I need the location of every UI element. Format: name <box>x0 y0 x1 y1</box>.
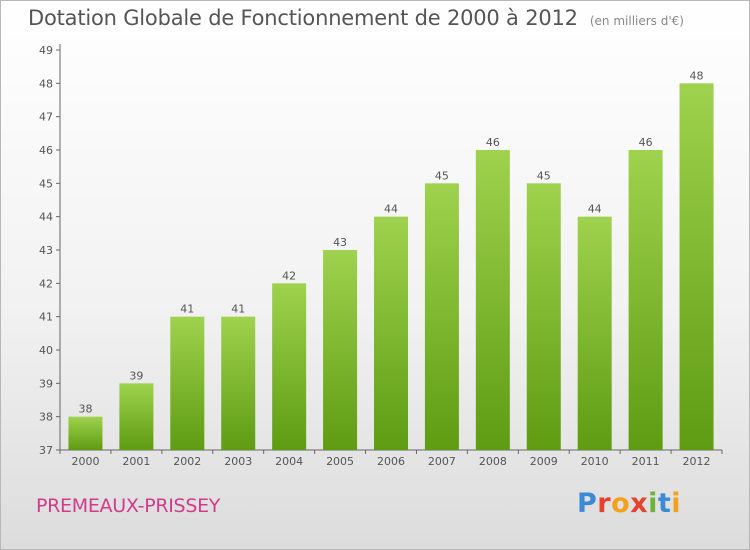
data-label: 44 <box>588 203 602 216</box>
data-label: 41 <box>231 303 245 316</box>
x-tick-label: 2005 <box>326 455 354 468</box>
y-tick-label: 38 <box>39 411 53 424</box>
data-label: 42 <box>282 269 296 282</box>
bar <box>170 316 205 450</box>
logo-letter: x <box>630 488 649 519</box>
bar <box>221 316 256 450</box>
y-tick-label: 44 <box>39 211 53 224</box>
data-label: 39 <box>129 369 143 382</box>
data-label: 45 <box>435 169 449 182</box>
chart-subtitle: (en milliers d'€) <box>589 14 684 28</box>
y-tick-label: 41 <box>39 311 53 324</box>
logo-letter: i <box>671 488 682 519</box>
chart-data-labels: 38 39 41 41 42 43 44 45 46 45 44 46 48 <box>78 69 703 415</box>
data-label: 44 <box>384 203 398 216</box>
y-tick-label: 39 <box>39 377 53 390</box>
logo-letter: P <box>577 488 598 519</box>
proxiti-logo[interactable]: Proxiti <box>577 488 681 519</box>
logo-letter: r <box>597 488 612 519</box>
y-tick-label: 47 <box>39 111 53 124</box>
bar <box>679 83 714 450</box>
x-tick-label: 2011 <box>632 455 660 468</box>
y-tick-label: 43 <box>39 244 53 257</box>
x-tick-label: 2012 <box>683 455 711 468</box>
x-tick-label: 2006 <box>377 455 405 468</box>
bar <box>119 383 154 450</box>
data-label: 38 <box>78 403 92 416</box>
bar <box>374 216 408 450</box>
commune-name: PREMEAUX-PRISSEY <box>36 495 221 517</box>
bar <box>68 416 103 450</box>
y-tick-label: 49 <box>39 44 53 57</box>
x-tick-label: 2000 <box>71 455 99 468</box>
chart-title: Dotation Globale de Fonctionnement de 20… <box>28 6 684 30</box>
y-tick-label: 37 <box>39 444 53 457</box>
y-tick-label: 46 <box>39 144 53 157</box>
y-tick-label: 40 <box>39 344 53 357</box>
x-tick-label: 2002 <box>173 455 201 468</box>
bar <box>526 183 561 451</box>
bar <box>272 283 307 450</box>
bar <box>628 150 663 450</box>
logo-letter: o <box>611 488 631 519</box>
x-tick-label: 2001 <box>122 455 150 468</box>
logo-letter: i <box>648 488 658 519</box>
bar <box>323 250 358 450</box>
bar <box>424 183 459 451</box>
x-tick-label: 2008 <box>479 455 507 468</box>
data-label: 48 <box>690 69 704 82</box>
data-label: 43 <box>333 236 347 249</box>
data-label: 45 <box>537 169 551 182</box>
y-tick-label: 48 <box>39 77 53 90</box>
x-tick-label: 2009 <box>530 455 558 468</box>
x-tick-label: 2007 <box>428 455 456 468</box>
bar <box>475 150 510 450</box>
data-label: 46 <box>486 136 500 149</box>
chart-bars <box>68 83 714 451</box>
chart-title-text: Dotation Globale de Fonctionnement de 20… <box>28 6 578 30</box>
data-label: 41 <box>180 303 194 316</box>
x-tick-label: 2010 <box>581 455 609 468</box>
data-label: 46 <box>639 136 653 149</box>
x-tick-label: 2004 <box>275 455 303 468</box>
logo-letter: t <box>657 488 672 519</box>
x-tick-label: 2003 <box>224 455 252 468</box>
y-tick-label: 45 <box>39 177 53 190</box>
bar <box>577 216 612 450</box>
y-tick-label: 42 <box>39 277 53 290</box>
